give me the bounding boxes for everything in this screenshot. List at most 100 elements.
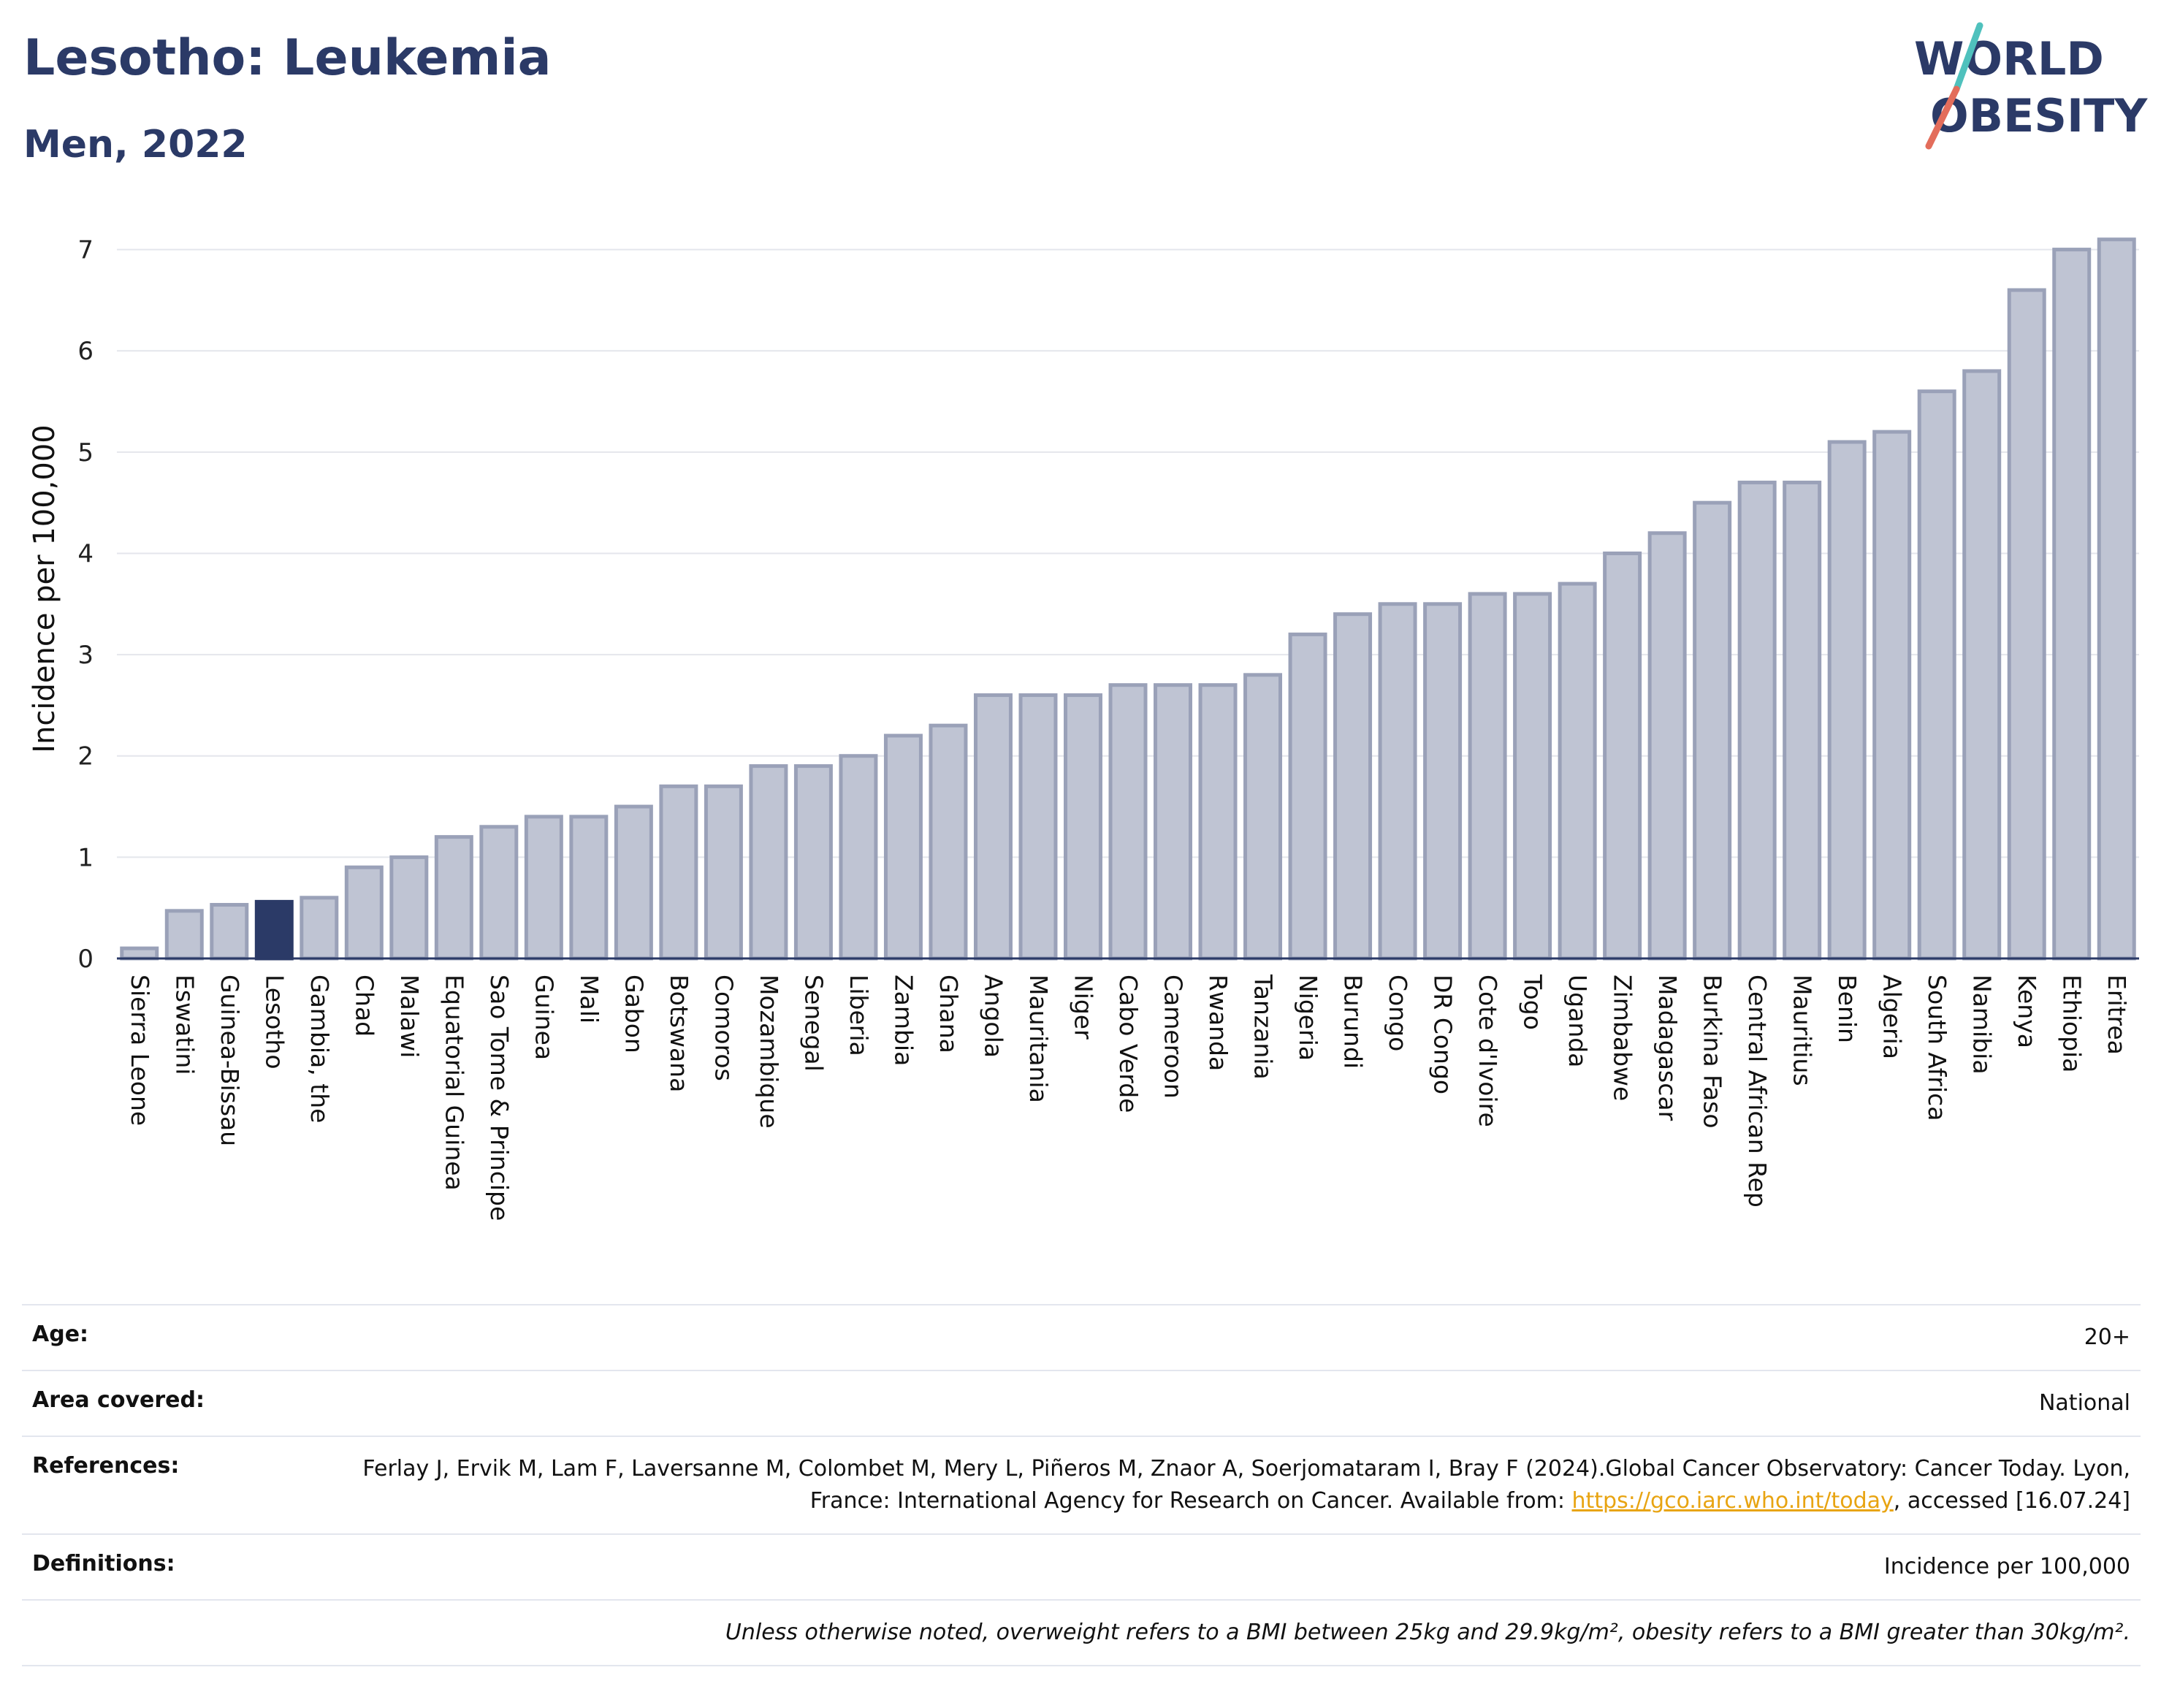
x-tick-label: Cabo Verde xyxy=(1114,975,1143,1113)
bar xyxy=(1917,389,1956,961)
y-tick-label: 7 xyxy=(77,236,94,265)
bar xyxy=(1378,602,1417,961)
meta-row-definitions: Definitions: Incidence per 100,000 xyxy=(22,1533,2141,1600)
bar xyxy=(1154,683,1193,961)
meta-row-age: Age: 20+ xyxy=(22,1304,2141,1370)
x-tick-label: Sao Tome & Principe xyxy=(485,975,514,1221)
definitions-label: Definitions: xyxy=(22,1533,349,1600)
bar xyxy=(973,693,1013,961)
x-tick-label: DR Congo xyxy=(1429,975,1457,1094)
y-tick-label: 0 xyxy=(77,945,94,974)
x-tick-label: Burundi xyxy=(1339,975,1368,1069)
x-tick-label: Guinea xyxy=(530,975,558,1060)
x-tick-label: Chad xyxy=(350,975,378,1037)
x-tick-label: Eritrea xyxy=(2103,975,2131,1055)
definitions-value: Incidence per 100,000 xyxy=(349,1533,2141,1600)
meta-row-note: Unless otherwise noted, overweight refer… xyxy=(22,1599,2141,1666)
x-tick-label: Zimbabwe xyxy=(1609,975,1637,1101)
y-tick-label: 1 xyxy=(77,843,94,872)
metadata-table: Age: 20+ Area covered: National Referenc… xyxy=(22,1304,2141,1666)
bar xyxy=(1827,440,1867,961)
bar xyxy=(1333,612,1373,961)
bar xyxy=(1423,602,1463,961)
bar xyxy=(1018,693,1058,961)
logo-slash-top xyxy=(1953,22,1983,93)
bar xyxy=(1783,480,1822,961)
bar xyxy=(1872,430,1912,961)
bar xyxy=(1288,632,1327,961)
logo-line2: OBESITY xyxy=(1930,89,2148,142)
bar xyxy=(210,903,249,961)
bar xyxy=(1063,693,1102,961)
x-tick-label: Mozambique xyxy=(755,975,783,1129)
bar xyxy=(749,764,788,961)
x-tick-label: Mali xyxy=(575,975,603,1023)
x-tick-label: Botswana xyxy=(665,975,693,1092)
bar-chart: 0 1 2 3 4 5 6 7 Incidence per 100,000 Sierra Leon… xyxy=(28,236,2139,1221)
bar xyxy=(344,865,384,961)
x-tick-label: Central African Rep xyxy=(1743,975,1772,1208)
bar xyxy=(704,784,743,961)
bar xyxy=(1243,673,1283,961)
age-value: 20+ xyxy=(349,1304,2141,1370)
y-tick-label: 5 xyxy=(77,438,94,468)
bar xyxy=(164,909,204,961)
y-axis-label: Incidence per 100,000 xyxy=(28,424,61,753)
bar xyxy=(1603,551,1642,961)
x-tick-label: Sierra Leone xyxy=(126,975,154,1126)
x-tick-label: Burkina Faso xyxy=(1699,975,1727,1129)
x-tick-label: Zambia xyxy=(889,975,918,1066)
bar xyxy=(2097,237,2136,961)
bar xyxy=(254,899,294,961)
x-tick-label: Ghana xyxy=(934,975,963,1053)
x-tick-label: Niger xyxy=(1069,975,1097,1040)
x-tick-label: Congo xyxy=(1384,975,1412,1051)
bar xyxy=(479,825,519,961)
bar xyxy=(1108,683,1148,961)
bar xyxy=(1737,480,1777,961)
references-text: Ferlay J, Ervik M, Lam F, Laversanne M, … xyxy=(362,1456,2130,1514)
meta-row-references: References: Ferlay J, Ervik M, Lam F, La… xyxy=(22,1436,2141,1534)
bar xyxy=(1513,592,1552,961)
bar xyxy=(929,723,968,961)
age-label: Age: xyxy=(22,1304,349,1370)
bar xyxy=(389,855,429,961)
x-tick-label: Uganda xyxy=(1563,975,1592,1067)
x-tick-label: Rwanda xyxy=(1204,975,1232,1071)
references-link[interactable]: https://gco.iarc.who.int/today xyxy=(1571,1488,1894,1514)
bar xyxy=(1962,369,2002,961)
bar xyxy=(839,754,878,961)
bar xyxy=(120,946,159,961)
x-tick-label: South Africa xyxy=(1923,975,1951,1121)
x-tick-label: Mauritius xyxy=(1788,975,1817,1086)
bar xyxy=(883,733,923,961)
x-tick-label: Madagascar xyxy=(1653,975,1682,1121)
references-label: References: xyxy=(22,1436,349,1534)
x-tick-label: Equatorial Guinea xyxy=(440,975,468,1191)
x-tick-label: Togo xyxy=(1519,974,1547,1030)
x-tick-label: Benin xyxy=(1833,975,1861,1043)
meta-row-area: Area covered: National xyxy=(22,1370,2141,1436)
bar xyxy=(614,804,653,961)
x-tick-label: Malawi xyxy=(395,975,424,1058)
bar xyxy=(434,835,473,961)
bar xyxy=(2052,248,2092,961)
bmi-note: Unless otherwise noted, overweight refer… xyxy=(22,1599,2141,1666)
x-tick-label: Senegal xyxy=(799,975,828,1072)
bar xyxy=(1693,500,1732,961)
bar xyxy=(1558,582,1597,961)
y-tick-label: 2 xyxy=(77,742,94,771)
x-tick-label: Guinea-Bissau xyxy=(216,975,244,1146)
chart-title: Lesotho: Leukemia xyxy=(23,29,552,87)
x-tick-label: Namibia xyxy=(1968,975,1997,1075)
area-value: National xyxy=(349,1370,2141,1436)
area-label: Area covered: xyxy=(22,1370,349,1436)
bar xyxy=(659,784,698,961)
bar xyxy=(2007,288,2046,961)
y-tick-label: 3 xyxy=(77,641,94,670)
logo-line1: WORLD xyxy=(1914,32,2104,85)
x-tick-label: Ethiopia xyxy=(2058,975,2086,1072)
y-tick-label: 6 xyxy=(77,337,94,366)
x-tick-label: Gabon xyxy=(620,975,648,1053)
x-tick-label: Kenya xyxy=(2013,975,2041,1048)
